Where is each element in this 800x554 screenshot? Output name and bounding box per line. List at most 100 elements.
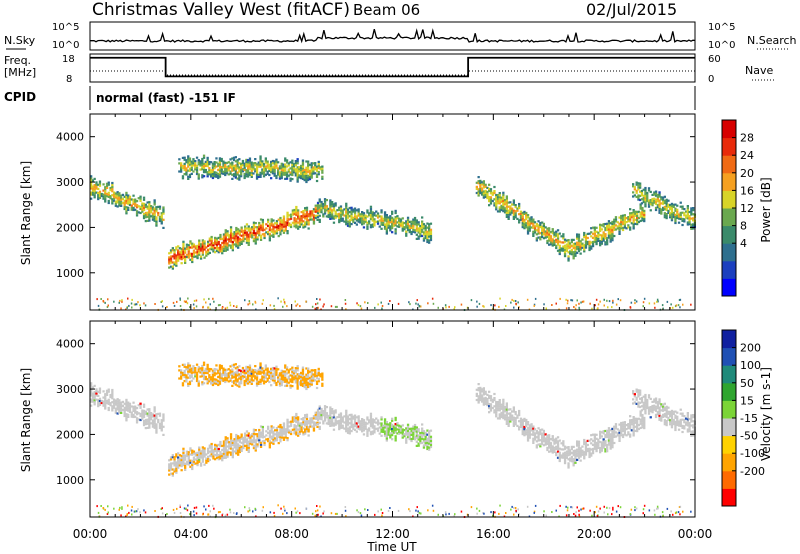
power-cell bbox=[264, 173, 267, 176]
velocity-cell bbox=[312, 379, 315, 382]
velocity-cell bbox=[271, 369, 275, 372]
velocity-cell bbox=[295, 425, 298, 428]
velocity-cell bbox=[177, 460, 180, 463]
power-cell bbox=[128, 197, 132, 200]
power-cell bbox=[275, 228, 279, 231]
velocity-cell bbox=[296, 379, 299, 382]
power-cell bbox=[417, 221, 420, 224]
power-cell bbox=[261, 302, 264, 305]
power-cell bbox=[107, 195, 110, 198]
power-cell bbox=[95, 183, 98, 186]
velocity-cell bbox=[353, 424, 357, 427]
power-cell bbox=[371, 215, 374, 218]
power-cell bbox=[314, 164, 317, 167]
velocity-cell bbox=[323, 411, 327, 414]
velocity-cell bbox=[405, 431, 408, 434]
velocity-cell bbox=[385, 427, 388, 430]
velocity-cell bbox=[307, 377, 310, 380]
velocity-cell bbox=[135, 411, 139, 414]
velocity-cell bbox=[160, 425, 163, 428]
power-cell bbox=[415, 225, 418, 228]
power-cell bbox=[297, 211, 300, 214]
power-cell bbox=[380, 227, 383, 230]
velocity-cell bbox=[191, 453, 194, 456]
power-cell bbox=[417, 237, 420, 240]
velocity-cell bbox=[207, 451, 210, 454]
power-cell bbox=[421, 228, 424, 231]
power-cell bbox=[590, 227, 593, 230]
velocity-cell bbox=[303, 381, 306, 385]
velocity-cell bbox=[369, 433, 373, 436]
velocity-cell bbox=[417, 430, 420, 433]
power-cell bbox=[116, 205, 119, 208]
velocity-cell bbox=[376, 419, 380, 422]
power-cell bbox=[627, 226, 630, 229]
velocity-cell bbox=[406, 429, 410, 433]
velocity-cell bbox=[187, 384, 190, 387]
velocity-cell bbox=[422, 446, 426, 449]
velocity-cell bbox=[310, 381, 313, 384]
power-cell bbox=[321, 171, 324, 174]
velocity-cell bbox=[277, 433, 280, 436]
power-cell bbox=[362, 212, 366, 215]
power-cell bbox=[542, 224, 545, 228]
velocity-cell bbox=[211, 379, 215, 382]
velocity-cell bbox=[208, 370, 211, 373]
power-cell bbox=[139, 199, 142, 202]
power-cell bbox=[202, 154, 206, 157]
power-cell bbox=[649, 190, 652, 193]
power-cell bbox=[293, 213, 296, 216]
power-cell bbox=[189, 306, 191, 309]
power-cell bbox=[490, 304, 492, 307]
power-cell bbox=[362, 220, 366, 223]
velocity-cell bbox=[509, 418, 512, 421]
power-cell bbox=[660, 196, 663, 199]
power-cell bbox=[291, 221, 294, 224]
power-cell bbox=[690, 209, 693, 212]
power-cell bbox=[503, 201, 507, 204]
power-cell bbox=[502, 205, 505, 209]
power-cell bbox=[662, 200, 665, 203]
velocity-cell bbox=[361, 424, 364, 427]
power-cell bbox=[415, 223, 418, 226]
velocity-cell bbox=[168, 467, 171, 470]
velocity-cell bbox=[523, 434, 526, 437]
velocity-cell bbox=[421, 423, 424, 426]
velocity-cell bbox=[187, 463, 190, 466]
velocity-cell bbox=[289, 386, 292, 389]
power-cell bbox=[109, 195, 112, 198]
power-cell bbox=[289, 217, 293, 220]
power-cell bbox=[546, 233, 549, 236]
velocity-cell bbox=[252, 444, 256, 448]
power-cell bbox=[639, 190, 642, 193]
velocity-cell bbox=[331, 420, 334, 423]
velocity-cell bbox=[197, 382, 200, 385]
power-cell bbox=[343, 208, 346, 211]
power-cell bbox=[431, 297, 434, 300]
velocity-cell bbox=[331, 408, 334, 411]
power-cell bbox=[187, 161, 190, 164]
power-cell bbox=[199, 168, 202, 171]
power-cell bbox=[249, 231, 252, 234]
velocity-cell bbox=[201, 383, 204, 386]
power-cell bbox=[278, 175, 282, 178]
velocity-cell bbox=[214, 454, 217, 457]
power-cell bbox=[417, 303, 419, 306]
power-cell bbox=[90, 197, 93, 200]
power-cell bbox=[609, 238, 612, 241]
velocity-cell bbox=[153, 410, 156, 413]
velocity-cell bbox=[194, 458, 197, 461]
power-cell bbox=[348, 225, 351, 228]
power-cell bbox=[238, 243, 241, 247]
velocity-cell bbox=[297, 418, 300, 421]
velocity-cell bbox=[361, 426, 364, 429]
velocity-cell bbox=[502, 415, 505, 418]
power-cell bbox=[502, 191, 505, 194]
power-cell bbox=[584, 236, 588, 239]
power-cell bbox=[563, 244, 567, 247]
power-cell bbox=[173, 251, 176, 254]
velocity-cell bbox=[277, 442, 280, 445]
power-cell bbox=[134, 303, 137, 306]
velocity-cell bbox=[207, 460, 210, 463]
power-cell bbox=[93, 188, 96, 191]
